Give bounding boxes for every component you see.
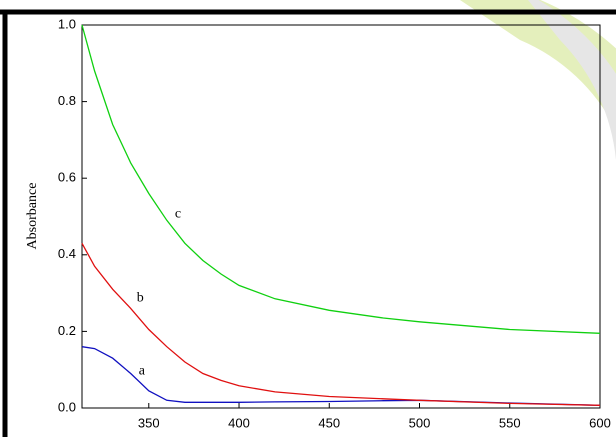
series-label: a	[139, 364, 146, 379]
y-tick-label: 0.6	[58, 170, 76, 185]
x-tick-label: 500	[409, 415, 431, 430]
y-tick-label: 1.0	[58, 16, 76, 31]
background-decoration	[528, 0, 616, 160]
series-label: b	[137, 291, 144, 306]
series-line	[81, 242, 601, 406]
series-line	[81, 24, 601, 334]
x-tick-label: 400	[228, 415, 250, 430]
y-tick-label: 0.8	[58, 93, 76, 108]
y-axis-label: Absorbance	[25, 183, 40, 250]
x-tick-label: 450	[318, 415, 340, 430]
series-label: c	[175, 207, 181, 222]
x-tick-label: 600	[589, 415, 611, 430]
plot-frame	[81, 24, 601, 409]
x-tick-label: 550	[499, 415, 521, 430]
y-tick-label: 0.4	[58, 246, 76, 261]
x-tick-label: 350	[138, 415, 160, 430]
y-tick-label: 0.0	[58, 399, 76, 414]
y-tick-label: 0.2	[58, 323, 76, 338]
background-decoration	[460, 0, 616, 240]
series-line	[81, 346, 601, 406]
